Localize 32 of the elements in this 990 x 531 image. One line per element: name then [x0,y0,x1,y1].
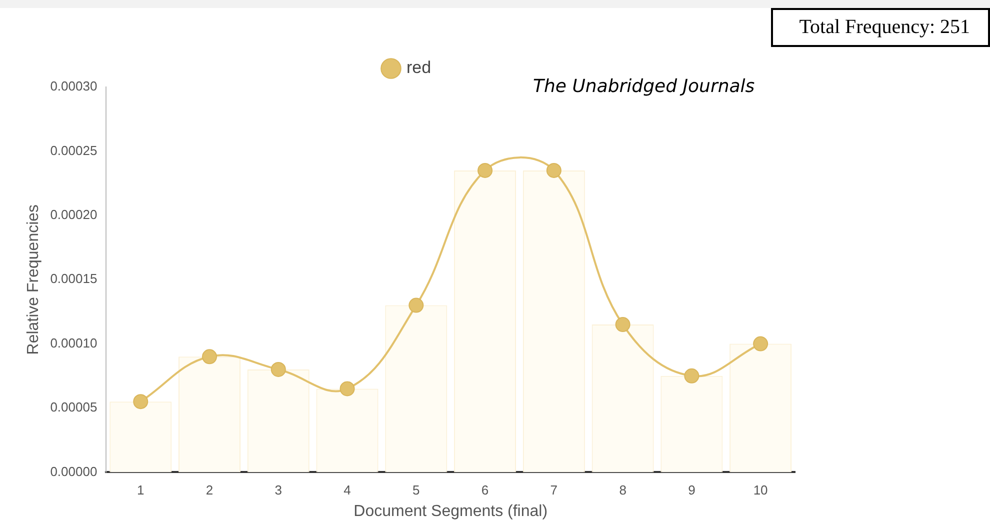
y-tick-label: 0.00020 [50,206,98,222]
x-tick-label: 10 [753,482,768,498]
point [340,381,355,396]
chart-subtitle: The Unabridged Journals [533,76,755,97]
x-tick-label: 4 [344,482,351,498]
point [615,317,630,332]
y-tick-label: 0.00000 [50,464,98,479]
point [478,162,493,178]
y-tick-label: 0.00030 [50,78,98,94]
point [684,368,700,384]
point [408,298,424,313]
point [270,362,286,377]
x-tick-label: 5 [412,482,420,498]
point [133,394,148,410]
x-tick-label: 6 [481,482,489,498]
x-tick-label: 2 [206,482,214,498]
text: Total Frequency: 251 [771,8,990,47]
point [202,349,218,364]
y-axis-title: Relative Frequencies [25,204,42,355]
y-tick-label: 0.00025 [50,142,98,158]
x-tick-label: 1 [137,482,144,498]
x-tick-label: 7 [550,482,558,498]
x-tick-label: 3 [274,482,282,498]
point [546,162,562,178]
y-tick-label: 0.00005 [50,400,98,415]
x-axis-title: Document Segments (final) [354,502,548,520]
x-tick-label: 9 [688,482,696,498]
x-tick-label: 8 [619,482,626,498]
point [753,336,768,352]
y-tick-label: 0.00015 [50,271,98,286]
legend-label: red [406,58,432,78]
y-tick-label: 0.00010 [50,335,98,350]
